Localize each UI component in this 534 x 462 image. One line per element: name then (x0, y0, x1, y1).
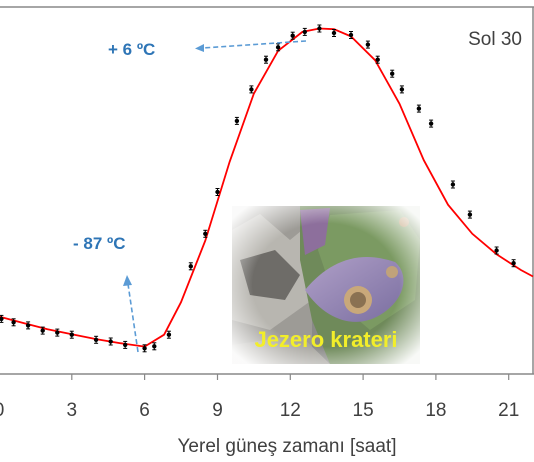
data-point (416, 104, 422, 113)
data-point (399, 85, 405, 94)
max-temp-arrow (202, 40, 307, 49)
min-temp-arrow (127, 283, 139, 353)
data-point (55, 328, 60, 337)
data-point (11, 318, 16, 327)
data-point (108, 337, 113, 346)
x-tick-label: 3 (67, 400, 78, 421)
data-point (263, 55, 269, 64)
data-point (494, 246, 499, 255)
data-point (290, 31, 295, 40)
min-temp-arrowhead (123, 275, 132, 286)
x-tick-label: 0 (0, 400, 4, 421)
inset-label: Jezero krateri (254, 327, 397, 352)
data-point (390, 69, 395, 78)
data-point (375, 55, 380, 64)
measured-points (0, 24, 516, 353)
data-point (317, 24, 322, 33)
data-point (0, 314, 4, 323)
max-temp-label: + 6 ºC (108, 40, 155, 59)
data-point (25, 321, 31, 330)
x-tick-label: 21 (498, 400, 519, 421)
data-point (166, 330, 172, 339)
jezero-crater-inset: Jezero krateri (232, 206, 420, 364)
x-axis-title: Yerel güneş zamanı [saat] (178, 436, 397, 457)
min-temp-annotation: - 87 ºC (73, 234, 139, 353)
data-point (69, 330, 75, 339)
data-point (450, 180, 456, 189)
data-point (40, 326, 45, 335)
data-point (142, 344, 147, 353)
data-point (302, 27, 307, 36)
data-point (93, 335, 99, 344)
data-point (152, 342, 157, 351)
data-point (188, 262, 193, 271)
x-tick-label: 12 (280, 400, 301, 421)
data-point (331, 29, 337, 37)
min-temp-label: - 87 ºC (73, 234, 126, 253)
data-point (348, 31, 354, 39)
data-point (234, 116, 240, 125)
data-point (215, 188, 220, 196)
x-tick-label: 6 (139, 400, 150, 421)
data-point (428, 119, 434, 128)
data-point (511, 259, 516, 268)
data-point (249, 85, 254, 94)
x-tick-label: 9 (212, 400, 223, 421)
x-tick-label: 18 (425, 400, 446, 421)
data-point (275, 43, 281, 52)
data-point (123, 340, 128, 349)
x-tick-label: 15 (353, 400, 374, 421)
max-temp-arrowhead (195, 44, 204, 52)
data-point (365, 40, 371, 49)
data-point (203, 229, 208, 238)
max-temp-annotation: + 6 ºC (108, 40, 307, 59)
x-axis-ticks: 0 3 6 9 12 15 18 21 (0, 374, 519, 421)
data-point (467, 210, 473, 219)
sol-label: Sol 30 (468, 29, 522, 50)
